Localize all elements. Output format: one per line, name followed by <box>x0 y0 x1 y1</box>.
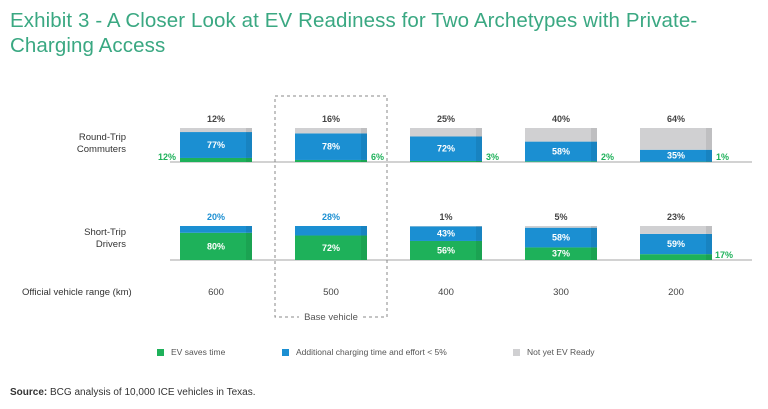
bar-segment-ev-saves-time <box>295 159 367 162</box>
base-vehicle-label: Base vehicle <box>304 312 358 323</box>
data-label-not-ready: 16% <box>322 114 340 124</box>
bar-segment-not-ready <box>525 226 597 228</box>
bar-segment-additional-charging <box>525 141 597 162</box>
bar-segment-additional-charging <box>180 226 252 233</box>
base-vehicle-label-bg <box>299 310 363 324</box>
source-note: Source: BCG analysis of 10,000 ICE vehic… <box>10 387 256 398</box>
bar-segment-not-ready <box>640 128 712 150</box>
chart-title: Exhibit 3 - A Closer Look at EV Readines… <box>10 9 698 57</box>
data-label-additional-charging: 78% <box>322 142 340 152</box>
source-text: BCG analysis of 10,000 ICE vehicles in T… <box>47 387 256 398</box>
row-label: Short-Trip <box>84 227 126 238</box>
bar-segment-not-ready <box>640 226 712 234</box>
row-label: Commuters <box>77 144 126 155</box>
legend-label: EV saves time <box>171 347 226 357</box>
data-label-additional-charging: 77% <box>207 140 225 150</box>
bar-segment-ev-saves-time <box>295 235 367 260</box>
data-label-additional-charging: 28% <box>322 212 340 222</box>
bar-segment-additional-charging <box>295 226 367 236</box>
bar-segment-not-ready <box>525 128 597 142</box>
bar-segment-additional-charging <box>180 132 252 158</box>
data-label-additional-charging: 20% <box>207 212 225 222</box>
row-label: Drivers <box>96 239 126 250</box>
legend-item-not-ready: Not yet EV Ready <box>513 347 595 357</box>
bar-edge-shade <box>246 128 252 162</box>
bar-edge-shade <box>476 128 482 162</box>
data-label-additional-charging: 58% <box>552 233 570 243</box>
data-label-not-ready: 64% <box>667 114 685 124</box>
bar-segment-not-ready <box>180 128 252 133</box>
source-label: Source: <box>10 387 48 398</box>
data-label-ev-saves-time: 1% <box>716 152 729 162</box>
data-label-not-ready: 23% <box>667 212 685 222</box>
data-label-additional-charging: 35% <box>667 151 685 161</box>
x-tick-label: 200 <box>668 287 684 298</box>
bar-segment-ev-saves-time <box>410 160 482 162</box>
data-label-not-ready: 40% <box>552 114 570 124</box>
data-label-ev-saves-time: 56% <box>437 245 455 255</box>
bar-edge-shade <box>706 128 712 162</box>
data-label-additional-charging: 58% <box>552 146 570 156</box>
legend: EV saves time Additional charging time a… <box>0 347 768 363</box>
bar-edge-shade <box>246 226 252 260</box>
bar-edge-shade <box>361 128 367 162</box>
data-label-ev-saves-time: 12% <box>158 152 176 162</box>
data-label-ev-saves-time: 37% <box>552 249 570 259</box>
legend-swatch-gray <box>513 348 520 356</box>
bar-segment-ev-saves-time <box>180 232 252 260</box>
bar-segment-additional-charging <box>410 226 482 241</box>
data-label-not-ready: 25% <box>437 114 455 124</box>
row-label: Round-Trip <box>79 132 126 143</box>
bar-segment-ev-saves-time <box>525 161 597 162</box>
bar-segment-additional-charging <box>525 227 597 248</box>
bar-segment-ev-saves-time <box>180 157 252 162</box>
x-tick-label: 500 <box>323 287 339 298</box>
base-vehicle-box <box>274 95 388 318</box>
x-axis-label: Official vehicle range (km) <box>22 287 132 298</box>
bar-segment-not-ready <box>295 128 367 134</box>
bar-edge-shade <box>591 226 597 260</box>
bar-edge-shade <box>591 128 597 162</box>
legend-label: Not yet EV Ready <box>527 347 595 357</box>
bar-edge-shade <box>476 226 482 260</box>
data-label-additional-charging: 59% <box>667 239 685 249</box>
bar-segment-ev-saves-time <box>640 254 712 260</box>
legend-swatch-blue <box>282 348 289 356</box>
x-tick-label: 600 <box>208 287 224 298</box>
data-label-ev-saves-time: 72% <box>322 243 340 253</box>
data-label-not-ready: 5% <box>554 212 567 222</box>
bar-segment-additional-charging <box>410 136 482 161</box>
bar-edge-shade <box>361 226 367 260</box>
data-label-ev-saves-time: 6% <box>371 152 384 162</box>
legend-swatch-green <box>157 348 164 356</box>
bar-segment-additional-charging <box>640 233 712 255</box>
data-label-not-ready: 1% <box>439 212 452 222</box>
bar-segment-ev-saves-time <box>525 247 597 260</box>
legend-item-additional-charging: Additional charging time and effort < 5% <box>282 347 447 357</box>
x-tick-label: 300 <box>553 287 569 298</box>
bar-segment-not-ready <box>410 128 482 137</box>
data-label-ev-saves-time: 80% <box>207 241 225 251</box>
bar-segment-additional-charging <box>640 149 712 162</box>
legend-item-ev-saves-time: EV saves time <box>157 347 225 357</box>
data-label-not-ready: 12% <box>207 114 225 124</box>
data-label-ev-saves-time: 17% <box>715 250 733 260</box>
data-label-additional-charging: 43% <box>437 229 455 239</box>
bar-segment-additional-charging <box>295 133 367 160</box>
data-label-additional-charging: 72% <box>437 144 455 154</box>
legend-label: Additional charging time and effort < 5% <box>296 347 447 357</box>
data-label-ev-saves-time: 2% <box>601 152 614 162</box>
data-label-ev-saves-time: 3% <box>486 152 499 162</box>
x-tick-label: 400 <box>438 287 454 298</box>
bar-segment-ev-saves-time <box>410 240 482 260</box>
bar-edge-shade <box>706 226 712 260</box>
